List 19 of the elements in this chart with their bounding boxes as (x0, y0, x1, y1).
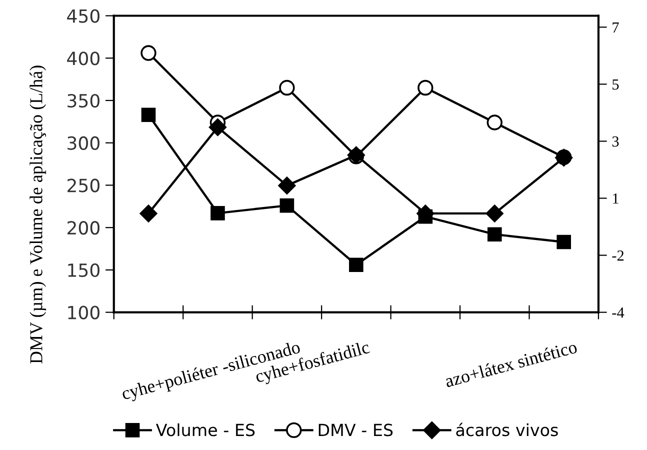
y-tick-label: 250 (68, 178, 100, 192)
y2-tick-label: 7 (612, 22, 619, 32)
y-tick-label: 300 (68, 136, 100, 150)
y-tick-label: 200 (68, 221, 100, 235)
y-tick-label: 100 (68, 306, 100, 320)
y-axis-title: DMV (µm) e Volume de aplicação (L/há) (30, 66, 46, 364)
legend-label: ácaros vivos (456, 422, 558, 436)
y2-tick-label: 3 (612, 136, 619, 147)
y-tick-label: 450 (67, 9, 100, 23)
y-tick-label: 150 (68, 263, 100, 278)
y-tick-label: 400 (67, 52, 100, 66)
legend-label: DMV - ES (318, 424, 393, 436)
legend-label: Volume - ES (156, 423, 255, 436)
y-tick-label: 350 (68, 94, 100, 108)
x-tick-label: azo+látex sintético (444, 340, 578, 388)
y2-tick-label: -4 (612, 308, 624, 318)
y2-tick-label: 5 (612, 79, 619, 90)
y2-tick-label: 1 (613, 193, 618, 204)
y2-tick-label: -2 (612, 250, 624, 261)
